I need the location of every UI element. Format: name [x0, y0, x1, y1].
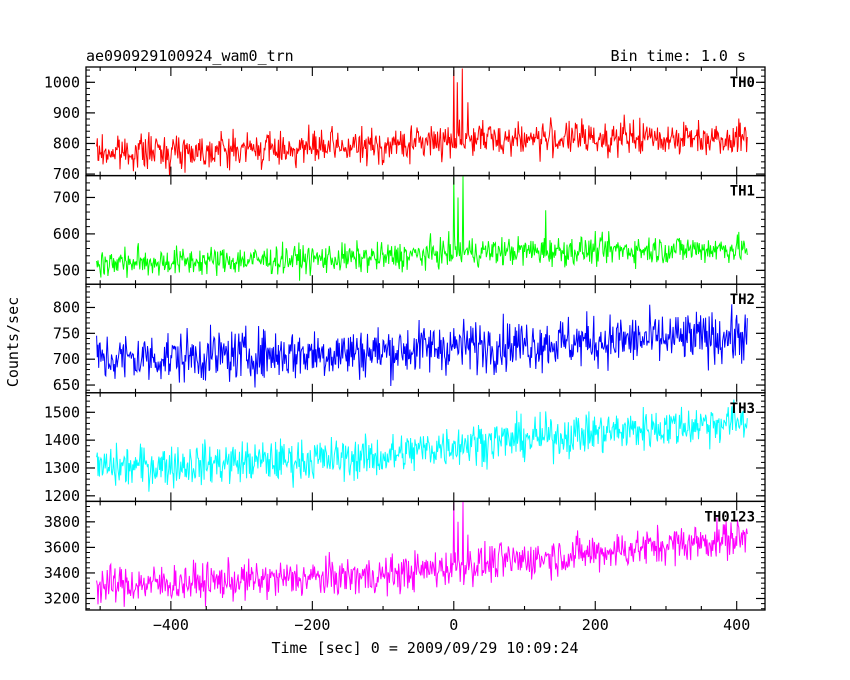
x-tick-label: −200 — [294, 616, 330, 634]
y-tick-label: 3800 — [44, 513, 80, 531]
panel-th3: 1200 1300 1400 1500 TH3 — [44, 392, 766, 505]
x-axis: −400 −200 0 200 400 — [153, 616, 750, 634]
y-tick-label: 1000 — [44, 73, 80, 91]
x-axis-title: Time [sec] 0 = 2009/09/29 10:09:24 — [271, 639, 578, 657]
panels-group: 700 800 900 1000 TH0 500 600 700 TH1 650 700 750 800… — [44, 66, 766, 611]
y-tick-label: 700 — [53, 188, 80, 206]
x-tick-label: 0 — [449, 616, 458, 634]
x-tick-label: 400 — [723, 616, 750, 634]
x-tick-label: 200 — [582, 616, 609, 634]
y-tick-label: 750 — [53, 324, 80, 342]
panel-label-th2: TH2 — [730, 292, 755, 308]
y-tick-label: 1500 — [44, 403, 80, 421]
series-line-th0 — [96, 68, 748, 176]
panel-th2: 650 700 750 800 TH2 — [53, 283, 766, 394]
y-tick-label: 700 — [53, 165, 80, 183]
y-tick-label: 900 — [53, 104, 80, 122]
panel-frame — [85, 500, 766, 611]
y-tick-label: 800 — [53, 134, 80, 152]
panel-label-th0: TH0 — [730, 75, 755, 91]
series-line-th2 — [96, 304, 748, 388]
y-tick-label: 500 — [53, 261, 80, 279]
y-tick-label: 800 — [53, 298, 80, 316]
panel-label-th3: TH3 — [730, 401, 755, 417]
y-tick-label: 3600 — [44, 538, 80, 556]
series-line-th3 — [96, 399, 748, 492]
y-tick-label: 3400 — [44, 564, 80, 582]
bin-time-label: Bin time: 1.0 s — [611, 47, 746, 65]
y-tick-label: 3200 — [44, 590, 80, 608]
y-tick-label: 1300 — [44, 459, 80, 477]
panel-label-th1: TH1 — [730, 184, 755, 200]
x-tick-label: −400 — [153, 616, 189, 634]
panel-th0123: 3200 3400 3600 3800 TH0123 — [44, 500, 766, 611]
series-line-th0123 — [96, 501, 748, 607]
y-tick-label: 650 — [53, 376, 80, 394]
y-axis-title: Counts/sec — [4, 297, 22, 387]
series-line-th1 — [96, 176, 748, 281]
y-tick-label: 600 — [53, 225, 80, 243]
y-tick-label: 1200 — [44, 487, 80, 505]
chart-title: ae090929100924_wam0_trn — [86, 47, 294, 65]
y-tick-label: 1400 — [44, 431, 80, 449]
y-tick-label: 700 — [53, 350, 80, 368]
panel-label-th0123: TH0123 — [704, 509, 755, 525]
